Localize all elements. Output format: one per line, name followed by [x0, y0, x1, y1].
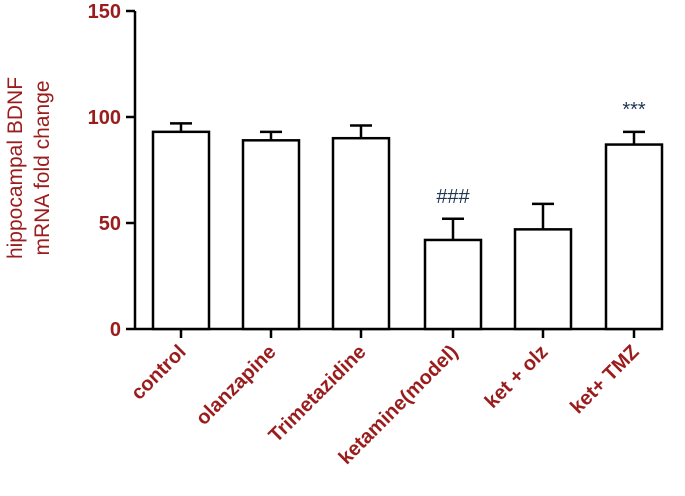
- y-tick-label: 150: [88, 1, 121, 23]
- y-axis-label-line-2: mRNA fold change: [31, 80, 54, 255]
- bar-olanzapine: [241, 139, 301, 331]
- bar-control: [151, 130, 211, 331]
- y-tick-label: 0: [110, 319, 121, 341]
- x-tick-label: olanzapine: [192, 341, 281, 430]
- bar-ket-olz: [513, 228, 573, 331]
- y-axis-label: hippocampal BDNF mRNA fold change: [4, 77, 54, 259]
- x-tick-label: ket+ TMZ: [566, 341, 643, 418]
- y-tick-label: 100: [88, 107, 121, 129]
- bar-ket-tmz: [604, 143, 664, 331]
- y-tick-label: 50: [99, 213, 121, 235]
- y-axis-label-line-1: hippocampal BDNF: [4, 77, 27, 259]
- significance-annotation: ###: [436, 186, 470, 208]
- x-tick-label: Trimetazidine: [265, 341, 371, 447]
- significance-annotation: ***: [622, 99, 646, 121]
- bar-trimetazidine: [331, 136, 391, 331]
- x-tick-label: ket + olz: [481, 341, 553, 413]
- bar-ketamine-model-: [423, 238, 483, 331]
- axes: [126, 9, 660, 338]
- bars: [151, 122, 664, 331]
- x-tick-label: control: [127, 341, 190, 404]
